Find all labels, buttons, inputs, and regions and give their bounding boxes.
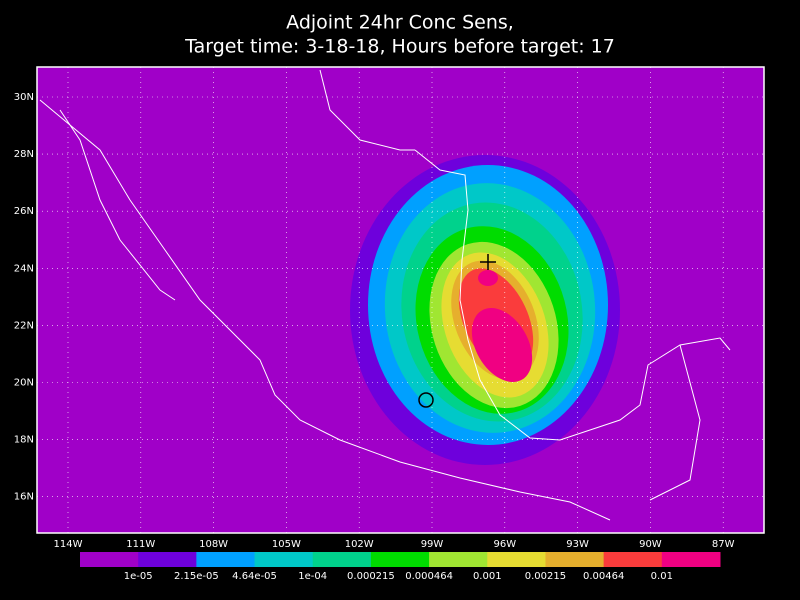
lon-label: 96W: [493, 539, 516, 550]
lon-label: 108W: [199, 539, 228, 550]
source-marker: [418, 392, 434, 408]
colorbar-label: 1e-05: [124, 571, 153, 582]
target-marker: [480, 254, 496, 270]
lon-label: 93W: [566, 539, 589, 550]
colorbar-swatch: [196, 552, 256, 567]
lon-label: 105W: [272, 539, 301, 550]
lat-label: 16N: [14, 492, 34, 503]
lat-label: 18N: [14, 435, 34, 446]
map-frame: [36, 66, 765, 534]
colorbar-swatch: [603, 552, 663, 567]
colorbar-label: 0.00215: [525, 571, 566, 582]
colorbar-label: 0.00464: [583, 571, 624, 582]
colorbar-swatch: [138, 552, 197, 567]
lon-label: 99W: [421, 539, 444, 550]
colorbar-swatch: [370, 552, 430, 567]
lat-label: 28N: [14, 149, 34, 160]
lat-label: 20N: [14, 378, 34, 389]
colorbar-label: 2.15e-05: [174, 571, 219, 582]
colorbar-label: 4.64e-05: [232, 571, 277, 582]
coastline: [39, 99, 611, 521]
colorbar-swatch: [545, 552, 605, 567]
lon-label: 111W: [126, 539, 155, 550]
coastline: [414, 149, 731, 441]
sensitivity-contour: [471, 308, 533, 382]
coastline: [649, 344, 701, 501]
colorbar-swatch: [254, 552, 314, 567]
colorbar-swatch: [661, 552, 721, 567]
sensitivity-contour: [478, 270, 498, 286]
title-line2: Target time: 3-18-18, Hours before targe…: [184, 36, 615, 58]
lon-label: 114W: [54, 539, 83, 550]
coastline: [319, 69, 415, 151]
lon-label: 102W: [345, 539, 374, 550]
lon-label: 90W: [639, 539, 662, 550]
colorbar-swatch: [80, 552, 139, 567]
colorbar-label: 1e-04: [298, 571, 327, 582]
colorbar-label: 0.000215: [347, 571, 395, 582]
colorbar: 1e-05 2.15e-05 4.64e-05 1e-04 0.000215 0.0004…: [80, 552, 721, 582]
title-line1: Adjoint 24hr Conc Sens,: [286, 12, 514, 34]
colorbar-swatch: [429, 552, 488, 567]
colorbar-label: 0.000464: [405, 571, 453, 582]
lon-label: 87W: [712, 539, 735, 550]
lat-label: 30N: [14, 92, 34, 103]
colorbar-label: 0.01: [651, 571, 673, 582]
lat-label: 22N: [14, 320, 34, 331]
lat-label: 24N: [14, 263, 34, 274]
colorbar-label: 0.001: [473, 571, 502, 582]
map: 30N 28N 26N 24N 22N 20N 18N 16N 114W 111W 108W 105W…: [14, 66, 765, 550]
colorbar-swatch: [312, 552, 372, 567]
lat-label: 26N: [14, 206, 34, 217]
coastline: [59, 109, 176, 301]
colorbar-swatch: [487, 552, 546, 567]
